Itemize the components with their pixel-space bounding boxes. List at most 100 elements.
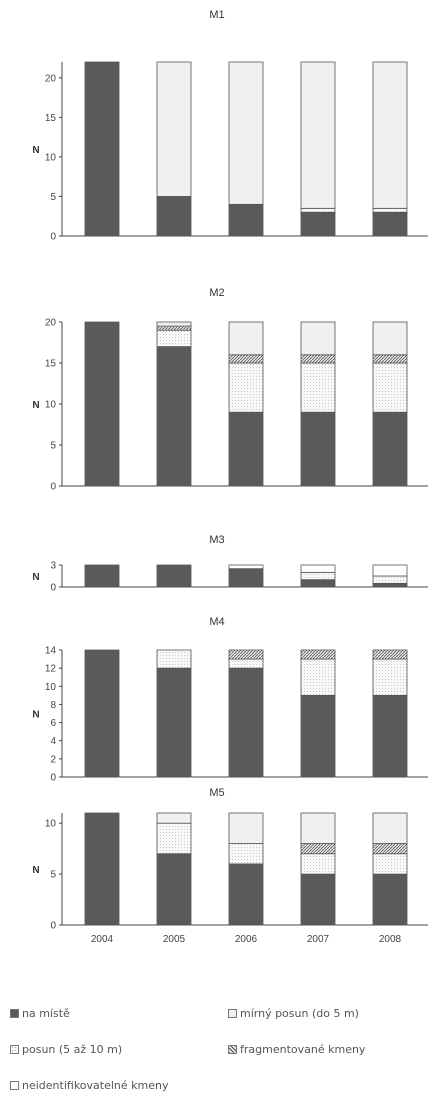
chart-title: M1 [209,9,224,21]
y-tick-label: 15 [45,113,57,124]
bar-segment-fragmentovane-2005 [156,325,192,331]
bar-segment-posun-2008 [372,575,408,584]
x-tick-label: 2006 [235,934,258,945]
x-tick-label: 2004 [91,934,114,945]
bar-segment-mirny_posun-2006 [228,321,264,356]
y-axis-label: N [32,145,39,156]
bar-segment-posun-2007 [300,658,336,696]
legend-swatch-icon [228,1009,237,1018]
bar-segment-na_miste-2006 [228,203,264,237]
legend-item-neidentifikovatelne: neidentifikovatelné kmeny [10,1079,168,1092]
y-tick-label: 0 [50,921,56,932]
bar-segment-posun-2005 [156,649,192,669]
bar-segment-na_miste-2004 [84,812,120,926]
bar-segment-fragmentovane-2006 [228,649,264,660]
bar-segment-mirny_posun-2005 [156,321,192,327]
bar-segment-neidentifikovatelne-2006 [228,564,264,570]
y-tick-label: 5 [50,870,56,881]
bar-segment-fragmentovane-2008 [372,843,408,855]
y-tick-label: 5 [50,192,56,203]
y-tick-label: 20 [45,73,57,84]
chart-title: M5 [209,787,224,799]
y-tick-label: 14 [45,646,57,657]
y-tick-label: 10 [45,152,57,163]
bar-segment-na_miste-2004 [84,321,120,487]
bar-segment-posun-2007 [300,362,336,413]
bar-segment-posun-2008 [372,207,408,213]
bar-segment-fragmentovane-2008 [372,354,408,364]
legend-swatch-icon [10,1045,19,1054]
legend-swatch-icon [10,1081,19,1090]
legend-label: neidentifikovatelné kmeny [22,1079,169,1092]
bar-segment-posun-2008 [372,362,408,413]
bar-segment-na_miste-2005 [156,564,192,588]
x-tick-label: 2005 [163,934,186,945]
bar-segment-na_miste-2006 [228,667,264,778]
x-tick-label: 2008 [379,934,402,945]
legend-label: mírný posun (do 5 m) [240,1007,359,1020]
bar-segment-mirny_posun-2007 [300,61,336,209]
bar-segment-na_miste-2007 [300,411,336,487]
bar-segment-na_miste-2007 [300,579,336,588]
legend-label: posun (5 až 10 m) [22,1043,123,1056]
bar-segment-na_miste-2005 [156,346,192,487]
bar-segment-na_miste-2008 [372,694,408,778]
chart-title: M4 [209,616,224,628]
bar-segment-na_miste-2007 [300,694,336,778]
bar-segment-posun-2007 [300,571,336,581]
bar-segment-posun-2005 [156,329,192,348]
bar-segment-na_miste-2008 [372,582,408,588]
bar-segment-neidentifikovatelne-2007 [300,564,336,573]
bar-segment-na_miste-2005 [156,667,192,778]
bar-segment-mirny_posun-2005 [156,61,192,197]
y-tick-label: 10 [45,682,57,693]
y-tick-label: 5 [50,441,56,452]
chart-title: M2 [209,287,224,299]
y-tick-label: 8 [50,700,56,711]
bar-segment-mirny_posun-2007 [300,812,336,844]
y-tick-label: 15 [45,359,57,370]
bar-segment-mirny_posun-2007 [300,321,336,356]
chart-title: M3 [209,534,224,546]
bar-segment-mirny_posun-2006 [228,61,264,205]
chart-legend: na místě mírný posun (do 5 m) posun (5 a… [10,1005,430,1110]
bar-segment-mirny_posun-2008 [372,61,408,209]
bar-segment-na_miste-2006 [228,863,264,926]
bar-segment-posun-2005 [156,822,192,855]
bar-segment-mirny_posun-2008 [372,812,408,844]
bar-segment-na_miste-2007 [300,211,336,237]
legend-swatch-icon [10,1009,19,1018]
bar-segment-na_miste-2005 [156,196,192,237]
legend-label: fragmentované kmeny [240,1043,366,1056]
bar-segment-na_miste-2008 [372,411,408,487]
y-axis-label: N [32,572,39,583]
legend-item-posun: posun (5 až 10 m) [10,1043,122,1056]
bar-segment-fragmentovane-2007 [300,843,336,855]
bar-segment-fragmentovane-2008 [372,649,408,660]
legend-swatch-icon [228,1045,237,1054]
y-tick-label: 6 [50,718,56,729]
bar-segment-posun-2008 [372,853,408,875]
y-tick-label: 12 [45,664,57,675]
y-tick-label: 0 [50,583,56,594]
bar-segment-na_miste-2008 [372,873,408,926]
bar-segment-mirny_posun-2008 [372,321,408,356]
y-axis-label: N [32,400,39,411]
y-tick-label: 2 [50,754,56,765]
bar-segment-mirny_posun-2006 [228,812,264,844]
x-tick-label: 2007 [307,934,330,945]
legend-item-mirny-posun: mírný posun (do 5 m) [228,1007,359,1020]
bar-segment-na_miste-2006 [228,568,264,588]
bar-segment-na_miste-2006 [228,411,264,487]
bar-segment-posun-2006 [228,658,264,669]
bar-segment-neidentifikovatelne-2008 [372,564,408,577]
legend-item-fragmentovane: fragmentované kmeny [228,1043,365,1056]
y-tick-label: 0 [50,232,56,243]
bar-segment-posun-2008 [372,658,408,696]
bar-segment-mirny_posun-2005 [156,812,192,824]
y-axis-label: N [32,865,39,876]
legend-label: na místě [22,1007,70,1020]
legend-item-na-miste: na místě [10,1007,70,1020]
y-tick-label: 10 [45,819,57,830]
bar-segment-posun-2006 [228,362,264,413]
